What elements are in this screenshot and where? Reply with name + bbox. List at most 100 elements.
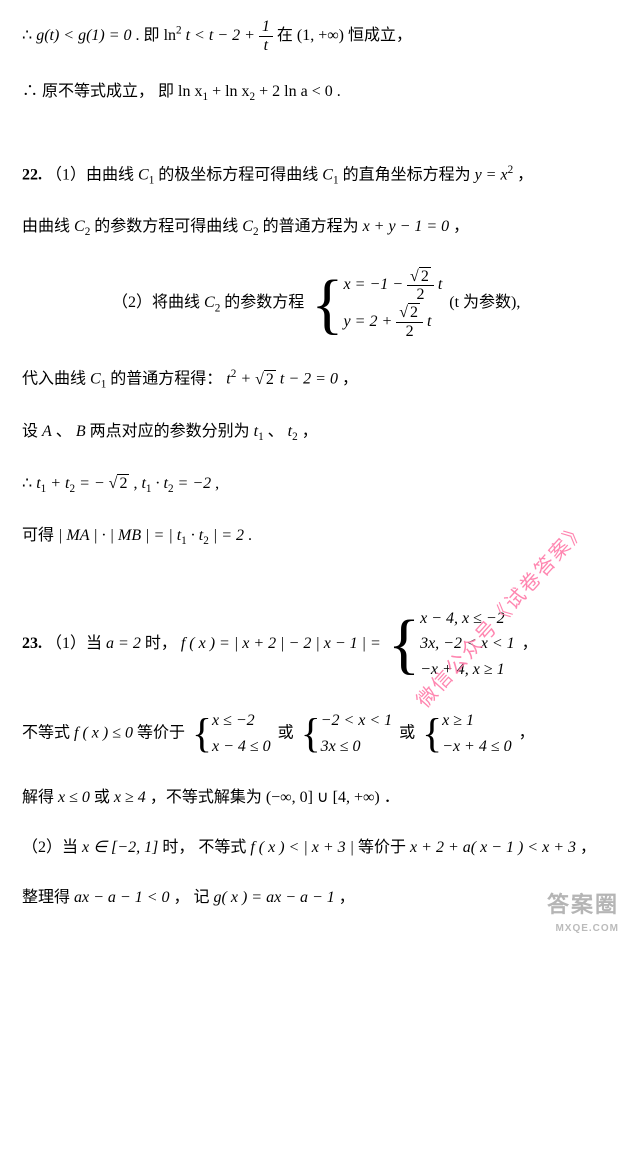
var-t: t <box>427 313 431 330</box>
text: 由曲线 <box>22 218 74 235</box>
text: 两点对应的参数分别为 <box>90 423 254 440</box>
case-row: −x + 4 ≤ 0 <box>442 734 511 760</box>
left-brace: { <box>388 614 420 674</box>
math-expr: = −2 <box>178 475 212 492</box>
brace-system: { x ≤ −2 x − 4 ≤ 0 <box>192 708 271 759</box>
fraction: 1 t <box>259 18 273 54</box>
var-b: B <box>76 423 86 440</box>
text: （1）当 <box>46 635 106 652</box>
var-c: C <box>138 167 149 184</box>
math-expr: · t <box>156 475 168 492</box>
eq-x: x = −1 − <box>344 276 408 293</box>
ln: ln <box>164 27 176 44</box>
case-row: −2 < x < 1 <box>321 708 393 734</box>
math-expr: x ≤ 0 <box>58 789 90 806</box>
text: ，不等式解集为 <box>150 789 266 806</box>
case-row: 3x, −2 < x < 1 <box>420 631 515 657</box>
text: 或 <box>399 725 419 742</box>
denominator: 2 <box>407 286 434 304</box>
question-number: 23. <box>22 635 42 652</box>
text: 解得 <box>22 789 58 806</box>
case-row: x − 4, x ≤ −2 <box>420 606 515 632</box>
text-line: ∴ g(t) < g(1) = 0 . 即 ln2 t < t − 2 + 1 … <box>22 18 611 54</box>
text: 的参数方程可得曲线 <box>94 218 242 235</box>
math-expr: y = x <box>475 167 508 184</box>
question-number: 22. <box>22 167 42 184</box>
denominator: t <box>259 37 273 55</box>
sqrt: √2 <box>410 268 431 286</box>
math-expr: g(t) < g(1) = 0 <box>36 27 131 44</box>
math-expr: f ( x ) = | x + 2 | − 2 | x − 1 | = <box>181 635 385 652</box>
math-expr: a = 2 <box>106 635 141 652</box>
math-expr: | MA | · | MB | = | t <box>58 527 181 544</box>
text: 、 <box>268 423 288 440</box>
brace-system: { x − 4, x ≤ −2 3x, −2 < x < 1 −x + 4, x… <box>388 606 515 683</box>
var-c: C <box>74 218 85 235</box>
case-row: 3x ≤ 0 <box>321 734 393 760</box>
text-line: 代入曲线 C1 的普通方程得： t2 + √2 t − 2 = 0 ， <box>22 366 611 393</box>
text-line: （2）将曲线 C2 的参数方程 { x = −1 − √2 2 t y = 2 … <box>22 267 611 340</box>
text: ， 记 <box>174 889 214 906</box>
text-line: 不等式 f ( x ) ≤ 0 等价于 { x ≤ −2 x − 4 ≤ 0 或… <box>22 708 611 759</box>
text: ， <box>453 218 469 235</box>
text: . 即 <box>136 27 164 44</box>
text: ， <box>580 839 596 856</box>
text-line: 设 A 、 B 两点对应的参数分别为 t1 、 t2 ， <box>22 420 611 446</box>
text: 等价于 <box>137 725 189 742</box>
math-expr: x ∈ [−2, 1] <box>82 839 158 856</box>
math-expr: = − <box>79 475 105 492</box>
case-row: x ≥ 1 <box>442 708 511 734</box>
text: 整理得 <box>22 889 74 906</box>
sqrt: √2 <box>399 304 420 322</box>
text: , <box>215 475 219 492</box>
var-c: C <box>242 218 253 235</box>
numerator: 1 <box>259 18 273 37</box>
text-line: 可得 | MA | · | MB | = | t1 · t2 | = 2 . <box>22 524 611 550</box>
math-expr: f ( x ) ≤ 0 <box>74 725 133 742</box>
text: ， <box>522 635 538 652</box>
var-c: C <box>90 371 101 388</box>
math-expr: t < t − 2 + <box>186 27 259 44</box>
math-expr: x + y − 1 = 0 <box>363 218 450 235</box>
eq-y: y = 2 + <box>344 313 397 330</box>
math-expr: + t <box>50 475 69 492</box>
text: （2）当 <box>22 839 82 856</box>
text: 代入曲线 <box>22 371 90 388</box>
text: （2）将曲线 <box>112 295 204 312</box>
fraction: √2 2 <box>407 268 434 304</box>
math-expr: ln x <box>178 83 202 100</box>
text-line: （2）当 x ∈ [−2, 1] 时， 不等式 f ( x ) < | x + … <box>22 836 611 860</box>
text-line: 整理得 ax − a − 1 < 0 ， 记 g( x ) = ax − a −… <box>22 886 611 910</box>
brace-system: { −2 < x < 1 3x ≤ 0 <box>301 708 392 759</box>
text: ， <box>517 167 533 184</box>
text: ， <box>302 423 318 440</box>
text: 时， <box>145 635 181 652</box>
text: 的普通方程为 <box>263 218 363 235</box>
math-expr: | = 2 <box>213 527 244 544</box>
text: 、 <box>56 423 76 440</box>
brace-system: { x ≥ 1 −x + 4 ≤ 0 <box>422 708 511 759</box>
left-brace: { <box>301 715 321 752</box>
text-line: ∴ 原不等式成立， 即 ln x1 + ln x2 + 2 ln a < 0 . <box>22 80 611 106</box>
math-expr: ax − a − 1 < 0 <box>74 889 170 906</box>
left-brace: { <box>311 274 343 334</box>
plus: + <box>240 371 255 388</box>
text-line: 由曲线 C2 的参数方程可得曲线 C2 的普通方程为 x + y − 1 = 0… <box>22 215 611 241</box>
brace-system: { x = −1 − √2 2 t y = 2 + √2 2 t <box>311 267 442 340</box>
var-a: A <box>42 423 52 440</box>
text: 等价于 <box>358 839 410 856</box>
var-c: C <box>322 167 333 184</box>
text: ． <box>384 789 400 806</box>
brace-body: −2 < x < 1 3x ≤ 0 <box>321 708 393 759</box>
math-expr: + 2 ln a < 0 <box>259 83 333 100</box>
text-line: 解得 x ≤ 0 或 x ≥ 4 ，不等式解集为 (−∞, 0] ∪ [4, +… <box>22 786 611 810</box>
watermark-corner-sub: MXQE.COM <box>547 921 619 936</box>
sqrt: √2 <box>255 368 276 392</box>
text: 可得 <box>22 527 58 544</box>
text: ， <box>519 725 535 742</box>
therefore-symbol: ∴ <box>22 475 36 492</box>
math-expr: x ≥ 4 <box>114 789 146 806</box>
text: （1）由曲线 <box>46 167 138 184</box>
brace-body: x = −1 − √2 2 t y = 2 + √2 2 t <box>344 267 443 340</box>
left-brace: { <box>422 715 442 752</box>
